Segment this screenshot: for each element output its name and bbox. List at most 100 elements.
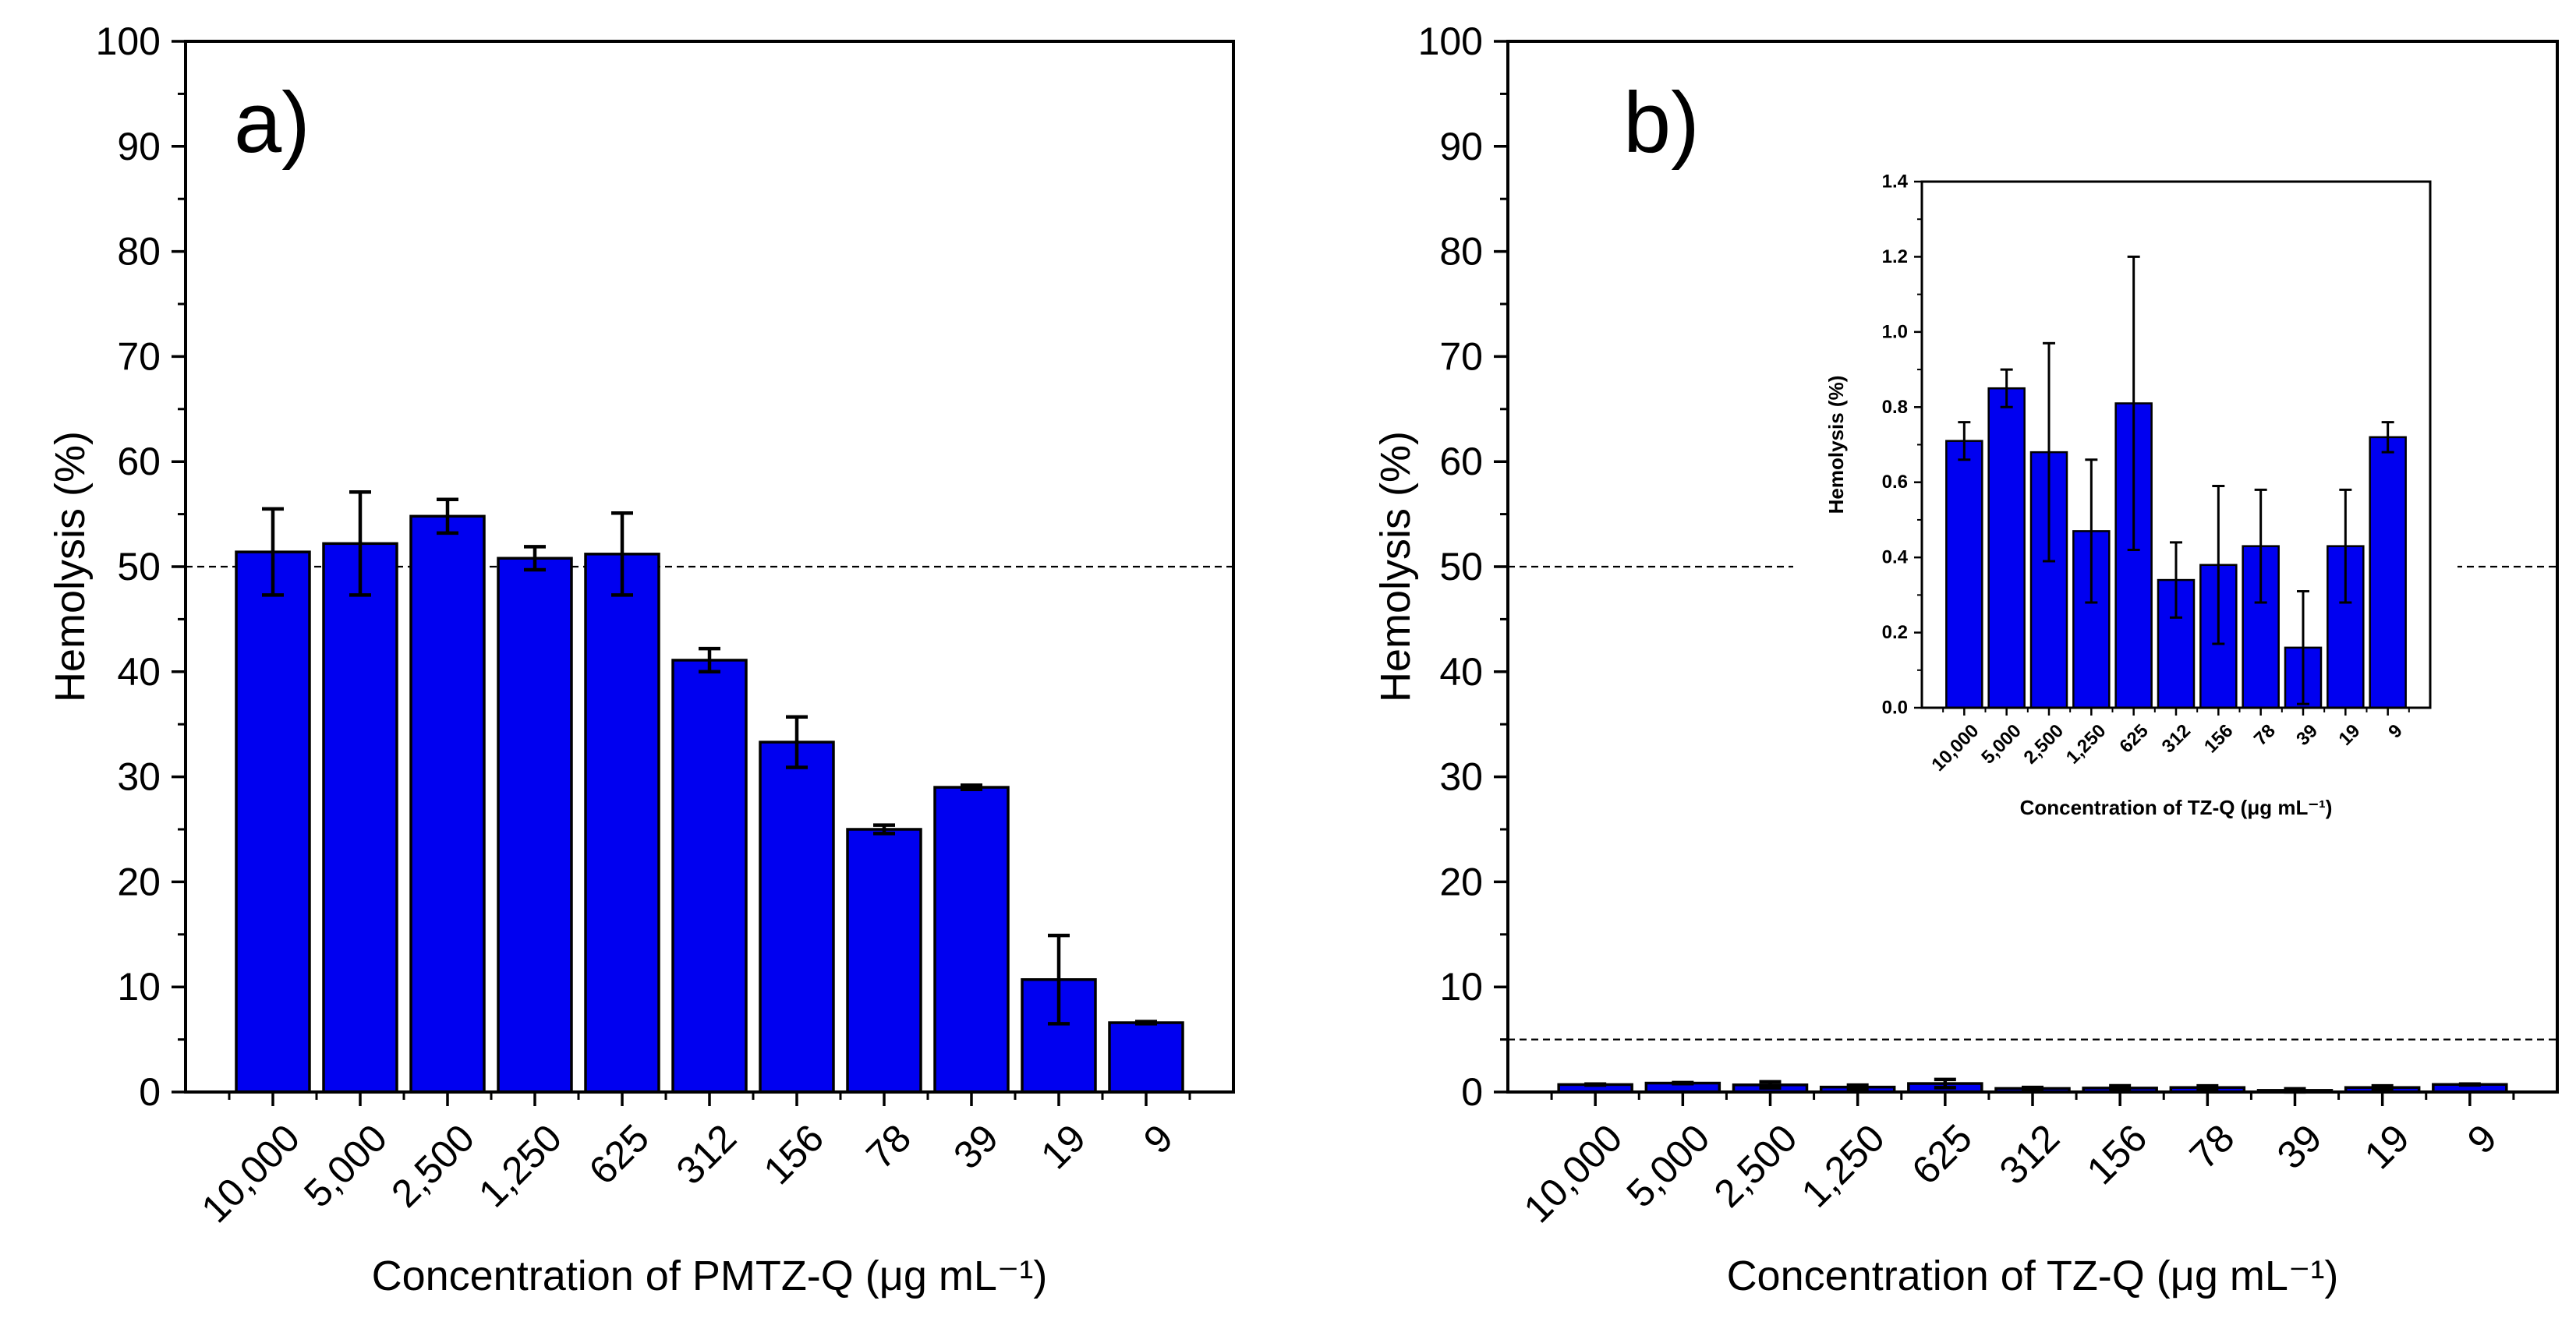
- error-bar-b-inset-2: [2043, 341, 2055, 563]
- panel-b-inset: 0.00.20.40.60.81.01.21.410,0005,0002,500…: [1793, 158, 2457, 840]
- x-tick-label-b-6: 156: [2079, 1116, 2156, 1193]
- y-tick-label-b-inset-3: 0.6: [1882, 472, 1908, 493]
- bar-a-7: [846, 828, 922, 1094]
- y-tick-label-a-3: 30: [117, 755, 161, 799]
- y-axis-title-b-inset: Hemolysis (%): [1824, 376, 1848, 514]
- x-tick-label-a-9: 19: [1032, 1116, 1094, 1178]
- bar-a-4: [584, 553, 660, 1094]
- x-tick-label-b-0: 10,000: [1516, 1116, 1631, 1232]
- y-tick-label-a-7: 70: [117, 334, 161, 378]
- y-tick-label-a-8: 80: [117, 230, 161, 274]
- y-tick-label-b-2: 20: [1439, 860, 1483, 903]
- y-tick-label-b-3: 30: [1439, 755, 1483, 799]
- x-tick-label-a-8: 39: [945, 1116, 1007, 1178]
- x-tick-label-b-5: 312: [1991, 1116, 2068, 1193]
- x-tick-label-b-7: 78: [2181, 1116, 2243, 1178]
- panel-label-b: b): [1623, 75, 1700, 171]
- bar-a-6: [759, 740, 835, 1094]
- error-bar-b-inset-7: [2254, 488, 2267, 604]
- y-tick-label-b-inset-4: 0.8: [1882, 397, 1908, 418]
- error-bar-a-8: [961, 783, 982, 792]
- error-bar-b-inset-6: [2212, 485, 2225, 645]
- y-tick-label-b-inset-5: 1.0: [1882, 321, 1908, 342]
- x-tick-label-b-2: 2,500: [1706, 1116, 1806, 1216]
- error-bar-a-3: [524, 545, 546, 572]
- y-tick-label-b-8: 80: [1439, 230, 1483, 274]
- error-bar-b-0: [1584, 1082, 1607, 1087]
- panel-label-a: a): [234, 75, 310, 171]
- y-tick-label-b-6: 60: [1439, 440, 1483, 483]
- x-tick-label-b-1: 5,000: [1618, 1116, 1718, 1216]
- x-tick-label-b-8: 39: [2269, 1116, 2330, 1178]
- y-tick-label-a-1: 10: [117, 965, 161, 1009]
- error-bar-a-4: [611, 511, 633, 597]
- error-bar-b-inset-8: [2297, 590, 2309, 705]
- y-axis-title-a: Hemolysis (%): [47, 431, 94, 702]
- y-tick-label-b-inset-7: 1.4: [1882, 171, 1909, 193]
- y-tick-label-b-inset-1: 0.2: [1882, 622, 1908, 643]
- error-bar-b-inset-3: [2085, 458, 2098, 604]
- panel-a: 0 10 20 30 40 50 60 70 80 90 100 10,0005,0002,5001,…: [47, 19, 1235, 1299]
- bar-a-1: [322, 542, 398, 1094]
- y-tick-label-b-9: 90: [1439, 125, 1483, 168]
- error-bar-b-5: [2022, 1085, 2043, 1092]
- bar-b-inset-10: [2369, 436, 2407, 709]
- y-tick-label-b-10: 100: [1418, 19, 1483, 63]
- y-tick-label-b-7: 70: [1439, 334, 1483, 378]
- y-tick-label-a-4: 40: [117, 650, 161, 694]
- error-bar-b-inset-9: [2339, 488, 2352, 604]
- x-tick-label-a-3: 1,250: [470, 1116, 570, 1216]
- bar-a-2: [409, 514, 486, 1094]
- x-tick-label-a-2: 2,500: [383, 1116, 483, 1216]
- error-bar-a-2: [437, 497, 458, 535]
- error-bar-b-9: [2371, 1083, 2394, 1091]
- bar-b-inset-0: [1945, 440, 1983, 709]
- y-tick-label-a-2: 20: [117, 860, 161, 903]
- bar-a-0: [235, 550, 311, 1094]
- bar-a-5: [671, 659, 748, 1094]
- y-tick-label-b-inset-6: 1.2: [1882, 246, 1908, 267]
- y-tick-label-b-1: 10: [1439, 965, 1483, 1009]
- x-tick-label-a-1: 5,000: [295, 1116, 395, 1216]
- error-bar-a-5: [699, 646, 720, 674]
- bar-a-10: [1108, 1021, 1184, 1094]
- x-axis-title-b: Concentration of TZ-Q (μg mL⁻¹): [1727, 1253, 2339, 1299]
- x-tick-label-a-10: 9: [1135, 1116, 1181, 1162]
- x-tick-label-a-6: 156: [755, 1116, 833, 1193]
- y-tick-label-b-5: 50: [1439, 545, 1483, 588]
- y-tick-label-b-inset-2: 0.4: [1882, 547, 1909, 568]
- error-bar-b-3: [1846, 1083, 1869, 1091]
- bar-b-inset-1: [1987, 387, 2026, 709]
- error-bar-b-10: [2458, 1082, 2481, 1087]
- error-bar-a-1: [349, 490, 371, 597]
- y-tick-label-b-inset-0: 0.0: [1882, 698, 1908, 719]
- bar-a-8: [933, 786, 1010, 1094]
- x-tick-label-b-10: 9: [2459, 1116, 2505, 1162]
- y-axis-title-b: Hemolysis (%): [1372, 431, 1419, 702]
- x-tick-label-b-9: 19: [2356, 1116, 2418, 1178]
- x-tick-label-a-7: 78: [858, 1116, 919, 1178]
- x-tick-label-a-5: 312: [668, 1116, 745, 1193]
- error-bar-b-inset-5: [2170, 541, 2182, 619]
- error-bar-a-10: [1135, 1020, 1157, 1026]
- error-bar-b-inset-0: [1958, 421, 1971, 461]
- x-axis-title-a: Concentration of PMTZ-Q (μg mL⁻¹): [372, 1253, 1048, 1299]
- x-tick-label-b-4: 625: [1903, 1116, 1980, 1193]
- error-bar-a-0: [262, 507, 284, 597]
- error-bar-b-2: [1759, 1080, 1782, 1090]
- y-tick-label-a-10: 100: [96, 19, 161, 63]
- error-bar-a-7: [873, 823, 895, 836]
- x-tick-label-b-3: 1,250: [1793, 1116, 1893, 1216]
- error-bar-a-6: [786, 715, 808, 769]
- y-tick-label-a-6: 60: [117, 440, 161, 483]
- error-bar-b-inset-10: [2381, 421, 2394, 454]
- x-tick-label-a-4: 625: [581, 1116, 658, 1193]
- y-tick-label-a-5: 50: [117, 545, 161, 588]
- error-bar-b-6: [2109, 1083, 2132, 1092]
- y-tick-label-a-9: 90: [117, 125, 161, 168]
- error-bar-b-inset-4: [2127, 255, 2140, 551]
- y-tick-label-b-0: 0: [1461, 1070, 1483, 1114]
- y-tick-label-a-0: 0: [139, 1070, 161, 1114]
- error-bar-b-7: [2196, 1083, 2219, 1091]
